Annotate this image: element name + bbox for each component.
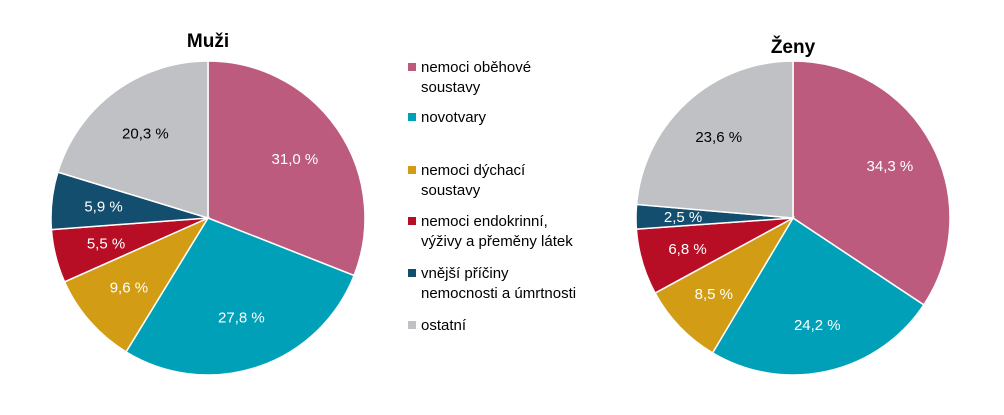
legend-label-1-0: novotvary bbox=[421, 109, 487, 126]
pie-slice-zeny-5 bbox=[635, 60, 794, 219]
pie-slice-muzi-1 bbox=[125, 217, 356, 376]
chart-title-zeny: Ženy bbox=[771, 36, 816, 58]
chart-title-muzi: Muži bbox=[187, 31, 229, 52]
data-label-muzi-1: 27,8 % bbox=[218, 310, 265, 327]
legend-marker-2 bbox=[408, 166, 416, 174]
legend-label-0-1: soustavy bbox=[421, 79, 481, 96]
data-label-muzi-3: 5,5 % bbox=[87, 236, 125, 253]
pie-slice-zeny-1 bbox=[711, 216, 925, 376]
pie-slice-zeny-2 bbox=[654, 216, 796, 354]
data-label-zeny-4: 2,5 % bbox=[664, 209, 702, 226]
pie-slice-muzi-0 bbox=[207, 60, 366, 277]
legend-marker-4 bbox=[408, 269, 416, 277]
legend-label-4-1: nemocnosti a úmrtnosti bbox=[421, 285, 576, 302]
legend-label-3-1: výživy a přeměny látek bbox=[421, 233, 573, 250]
pie-slice-muzi-2 bbox=[63, 216, 210, 353]
legend-marker-5 bbox=[408, 321, 416, 329]
legend-label-2-1: soustavy bbox=[421, 182, 481, 199]
data-label-zeny-3: 6,8 % bbox=[668, 241, 706, 258]
legend-marker-1 bbox=[408, 113, 416, 121]
data-label-muzi-2: 9,6 % bbox=[110, 279, 148, 296]
legend-label-4-0: vnější příčiny bbox=[421, 265, 509, 282]
legend-marker-3 bbox=[408, 217, 416, 225]
data-label-muzi-4: 5,9 % bbox=[84, 198, 122, 215]
pie-zeny: 34,3 % 24,2 % 8,5 % 6,8 % 2,5 % 23,6 % bbox=[635, 60, 951, 376]
legend-label-2-0: nemoci dýchací bbox=[421, 162, 526, 179]
legend-marker-0 bbox=[408, 63, 416, 71]
legend-label-3-0: nemoci endokrinní, bbox=[421, 213, 548, 230]
legend: nemoci oběhové soustavy novotvary nemoci dý… bbox=[408, 59, 576, 334]
pie-muzi: 31,0 % 27,8 % 9,6 % 5,5 % 5,9 % 20,3 % bbox=[50, 60, 366, 376]
data-label-muzi-0: 31,0 % bbox=[272, 151, 319, 168]
legend-label-5-0: ostatní bbox=[421, 317, 467, 334]
data-label-zeny-1: 24,2 % bbox=[794, 317, 841, 334]
data-label-zeny-0: 34,3 % bbox=[867, 158, 914, 175]
data-label-muzi-5: 20,3 % bbox=[122, 125, 169, 142]
data-label-zeny-2: 8,5 % bbox=[695, 286, 733, 303]
pie-slice-muzi-5 bbox=[56, 60, 209, 220]
legend-label-0-0: nemoci oběhové bbox=[421, 59, 531, 76]
data-label-zeny-5: 23,6 % bbox=[695, 129, 742, 146]
